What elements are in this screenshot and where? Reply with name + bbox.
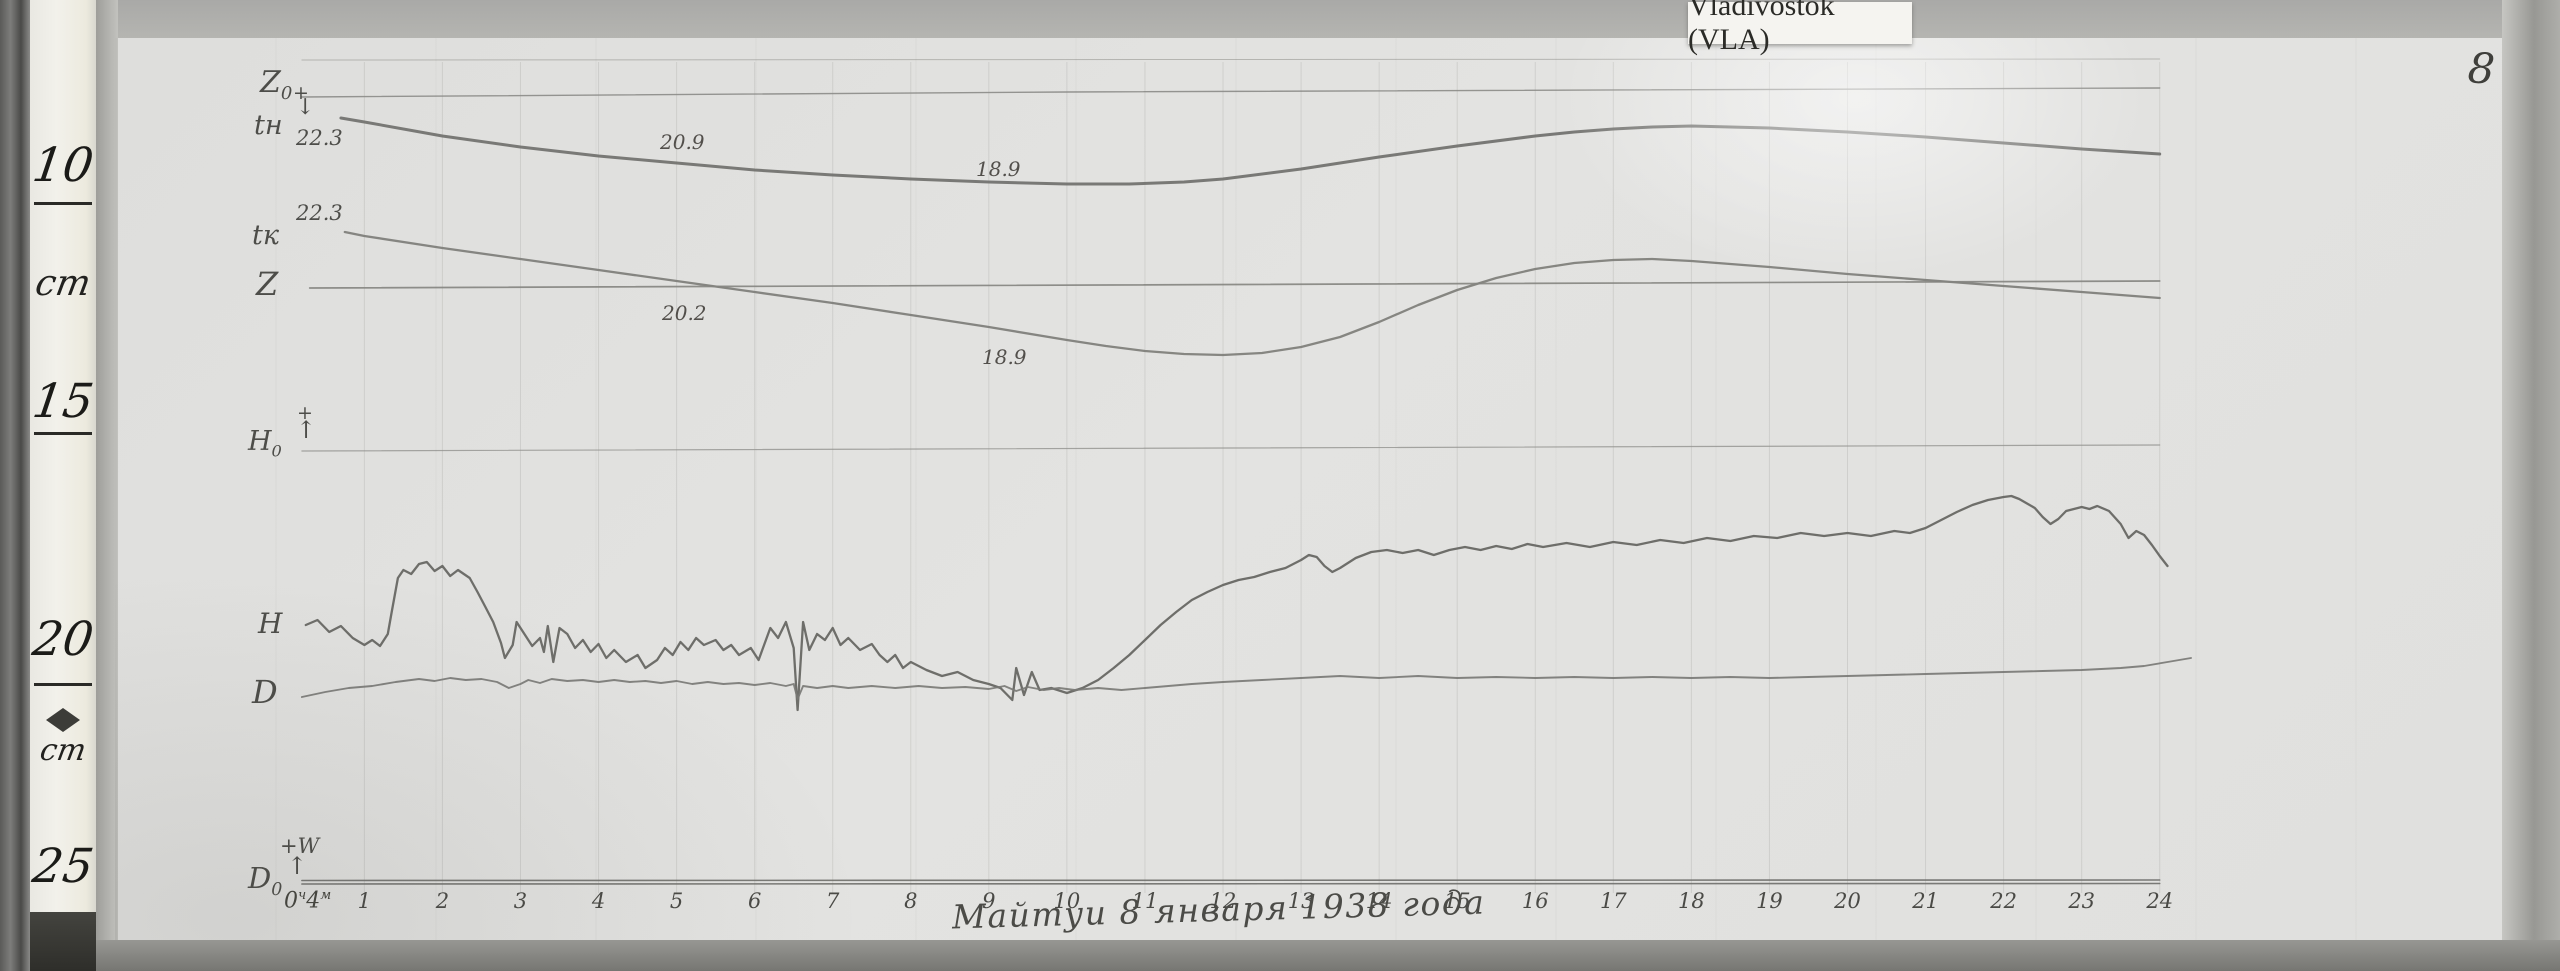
hour-tick-label: 4 [591,889,605,913]
start-minute: 4 [306,888,321,914]
ruler-shadow-block [30,912,96,971]
trace-d-trace [300,657,2192,700]
trace-label-tk: tк [252,220,279,251]
trace-label-z0-sub: 0 [280,83,293,104]
trace-label-h0-sub: 0 [271,441,282,461]
tk-start-value: 22.3 [296,201,343,225]
hour-tick-label: 7 [826,889,840,913]
hour-tick-label: 20 [1833,889,1861,913]
trace-label-h0-letter: H [248,426,272,457]
value-annotation: 20.9 [659,130,705,154]
station-label-box: Vladivostok (VLA) [1688,0,1912,56]
ruler-tick [34,683,92,686]
trace-label-z0: Z0 [260,68,292,103]
hour-tick-label: 8 [904,889,917,913]
hour-tick-label: 5 [670,889,683,913]
trace-label-z0-letter: Z [260,65,281,100]
trace-label-d0: D0 [248,864,282,899]
start-minute-unit: м [320,888,332,903]
left-border-strip [0,0,30,971]
z0-down-arrow-icon: ↓ [296,95,315,120]
trace-z0-baseline [301,87,2161,98]
trace-label-d0-letter: D [248,861,272,895]
trace-tn-temperature [339,116,2162,186]
trace-label-tn: tн [254,110,283,141]
station-label: Vladivostok (VLA) [1688,0,1835,56]
bottom-border-strip [96,940,2560,971]
ruler-tick [34,202,92,205]
paper-edge-shadow [96,0,118,971]
trace-d0-baseline-lower [301,882,2161,885]
trace-h-trace [304,494,2169,712]
trace-d0-baseline-upper [301,879,2161,882]
trace-label-h: H [258,607,283,640]
d0-up-arrow-icon: ↑ [287,852,308,880]
trace-label-z: Z [256,265,279,303]
hour-tick-label: 22 [1989,889,2017,913]
z0-polarity-sign: + [293,82,309,104]
trace-h0-baseline [301,444,2161,452]
hour-tick-label: 17 [1600,889,1627,913]
hour-tick-label: 2 [435,889,449,913]
start-hour: 0 [284,888,298,914]
hour-tick-label: 21 [1911,889,1939,913]
h0-up-arrow-icon: ↑ [296,416,317,444]
hour-tick-label: 18 [1678,889,1705,913]
hour-tick-label: 23 [2067,889,2095,913]
hour-tick-label: 24 [2145,889,2173,913]
value-annotation: 20.2 [661,301,707,325]
trace-label-d: D [252,673,278,711]
page-number: 8 [2466,43,2497,94]
trace-label-d0-sub: 0 [271,879,283,900]
trace-label-h0: H0 [248,428,282,460]
trace-tk-temperature [343,230,2161,357]
right-border-strip [2502,0,2560,971]
hour-tick-label: 1 [358,889,371,913]
ruler-tick [34,432,92,435]
value-annotation: 18.9 [982,345,1027,369]
hour-tick-label: 6 [748,889,761,913]
value-annotation: 18.9 [976,157,1021,181]
start-hour-unit: ч [298,888,307,903]
hour-tick-label: 16 [1522,889,1549,913]
tn-start-value: 22.3 [296,126,343,150]
d0-polarity-sign: +W [280,834,320,858]
trace-top-rule [301,58,2161,61]
hour-tick-label: 19 [1756,889,1783,913]
trace-z-baseline [308,280,2161,289]
hour-tick-label: 3 [514,889,527,913]
h0-polarity-sign: + [297,402,313,424]
start-time-label: 0ч4м [284,888,331,913]
